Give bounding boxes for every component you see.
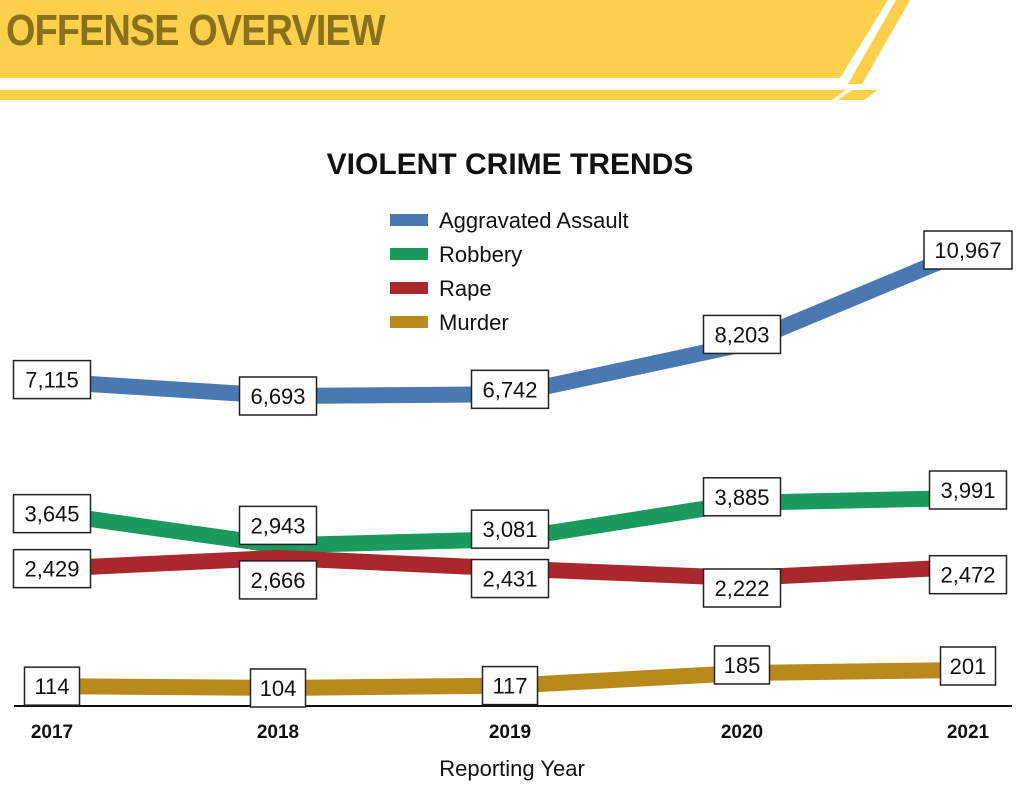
- banner-underline-tail: [838, 90, 878, 100]
- data-label-robbery: 2,943: [238, 505, 318, 546]
- x-tick-label: 2020: [721, 722, 763, 743]
- data-label-robbery: 3,645: [12, 493, 92, 534]
- data-label-value: 3,885: [714, 485, 769, 510]
- data-labels: 7,115 6,693 6,742 8,203 10,967 3,645 2,943 3,08…: [12, 230, 1013, 708]
- chart-title: VIOLENT CRIME TRENDS: [327, 148, 694, 181]
- data-label-value: 8,203: [714, 322, 769, 347]
- x-tick-label: 2018: [257, 722, 299, 743]
- x-axis-ticks: 2017 2018 2019 2020 2021: [31, 722, 990, 743]
- data-label-rape: 2,429: [12, 548, 92, 589]
- data-label-rape: 2,431: [470, 558, 550, 599]
- data-label-value: 201: [950, 654, 987, 679]
- data-label-value: 6,693: [250, 384, 305, 409]
- data-label-box: [12, 359, 92, 400]
- data-label-box: [12, 548, 92, 589]
- data-label-box: [939, 646, 997, 686]
- data-label-value: 2,431: [482, 567, 537, 592]
- legend-label-murder: Murder: [439, 310, 509, 335]
- data-label-aggravated-assault: 8,203: [702, 314, 782, 355]
- data-label-box: [238, 505, 318, 546]
- chart-legend: Aggravated Assault Robbery Rape Murder: [390, 208, 629, 335]
- legend-label-robbery: Robbery: [439, 242, 522, 267]
- banner-underline: [0, 90, 846, 100]
- data-label-value: 3,081: [482, 517, 537, 542]
- data-label-value: 7,115: [25, 368, 78, 393]
- data-label-murder: 117: [481, 665, 539, 706]
- data-label-box: [702, 477, 782, 517]
- x-tick-label: 2019: [489, 722, 531, 743]
- data-label-box: [481, 665, 539, 706]
- data-label-box: [238, 560, 318, 600]
- data-label-value: 3,645: [24, 502, 79, 527]
- data-label-rape: 2,666: [238, 560, 318, 600]
- data-label-box: [713, 645, 771, 685]
- data-label-box: [249, 668, 307, 708]
- data-label-box: [470, 558, 550, 599]
- page-title: OFFENSE OVERVIEW: [6, 6, 386, 55]
- data-label-value: 2,472: [940, 563, 995, 588]
- legend-label-rape: Rape: [439, 276, 492, 301]
- data-label-value: 2,429: [24, 557, 79, 582]
- data-label-aggravated-assault: 6,693: [238, 376, 318, 416]
- data-label-value: 2,666: [250, 568, 305, 593]
- data-label-box: [923, 230, 1013, 270]
- data-label-value: 185: [724, 653, 761, 678]
- data-label-box: [470, 369, 550, 410]
- data-label-robbery: 3,081: [470, 509, 550, 549]
- data-label-rape: 2,472: [928, 554, 1008, 595]
- x-tick-label: 2021: [947, 722, 990, 743]
- data-label-aggravated-assault: 6,742: [470, 369, 550, 410]
- data-label-value: 117: [492, 674, 527, 699]
- data-label-robbery: 3,991: [928, 470, 1008, 510]
- data-label-murder: 104: [249, 668, 307, 708]
- data-label-aggravated-assault: 10,967: [923, 230, 1013, 270]
- series-lines: [50, 242, 972, 696]
- data-label-value: 2,943: [250, 513, 305, 538]
- data-label-murder: 185: [713, 645, 771, 685]
- data-label-value: 104: [260, 676, 297, 701]
- data-label-murder: 201: [939, 646, 997, 686]
- data-label-rape: 2,222: [702, 568, 782, 608]
- data-label-box: [238, 376, 318, 416]
- x-axis-title: Reporting Year: [439, 756, 585, 781]
- data-label-robbery: 3,885: [702, 477, 782, 517]
- data-label-value: 3,991: [940, 478, 995, 503]
- data-label-box: [702, 314, 782, 355]
- data-label-box: [702, 568, 782, 608]
- data-label-box: [23, 666, 81, 706]
- data-label-aggravated-assault: 7,115: [12, 359, 92, 400]
- data-label-box: [928, 470, 1008, 510]
- legend-label-aggravated-assault: Aggravated Assault: [439, 208, 629, 233]
- data-label-box: [12, 493, 92, 534]
- banner-accent-stripe: [848, 0, 910, 84]
- banner-shape: [0, 0, 888, 78]
- data-label-value: 2,222: [714, 576, 769, 601]
- data-label-value: 6,742: [482, 377, 537, 402]
- data-label-murder: 114: [23, 666, 81, 706]
- data-label-value: 10,967: [934, 238, 1001, 263]
- data-label-box: [470, 509, 550, 549]
- data-label-box: [928, 554, 1008, 595]
- x-tick-label: 2017: [31, 722, 73, 743]
- data-label-value: 114: [34, 674, 69, 699]
- header-banner: [0, 0, 910, 100]
